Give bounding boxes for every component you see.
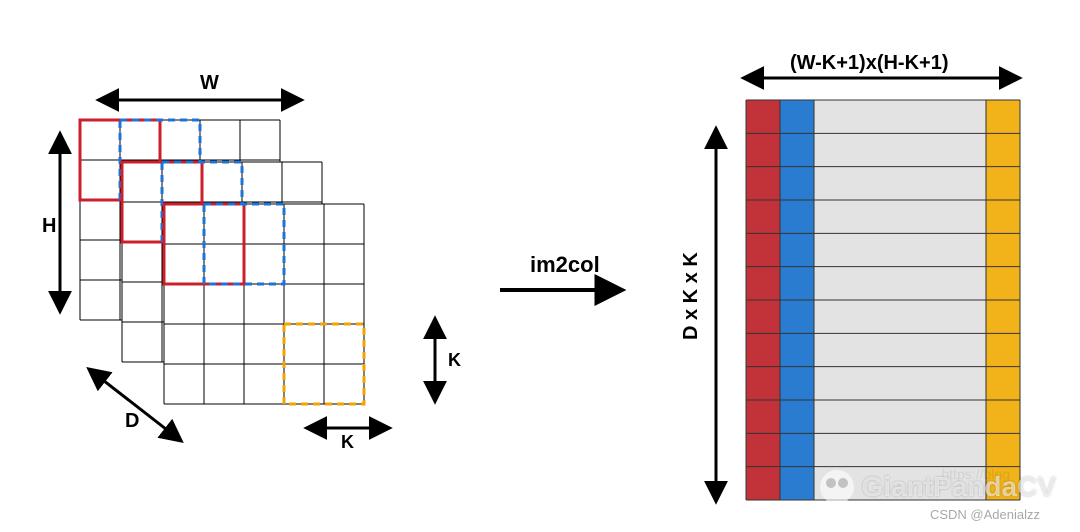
diagram-stage: W H D K K im2col (W-K+1)x(H-K+1) D x K x… xyxy=(0,0,1080,532)
label-output-left: D x K x K xyxy=(680,252,703,340)
label-im2col: im2col xyxy=(530,252,600,278)
label-output-top: (W-K+1)x(H-K+1) xyxy=(790,52,949,75)
label-D: D xyxy=(125,410,139,433)
label-K-horizontal: K xyxy=(341,432,354,453)
im2col-arrow-group xyxy=(470,230,670,350)
input-tensor-diagram xyxy=(40,60,520,530)
label-H: H xyxy=(42,215,56,238)
label-W: W xyxy=(200,72,219,95)
label-K-vertical: K xyxy=(448,350,461,371)
output-matrix-diagram xyxy=(660,10,1060,530)
